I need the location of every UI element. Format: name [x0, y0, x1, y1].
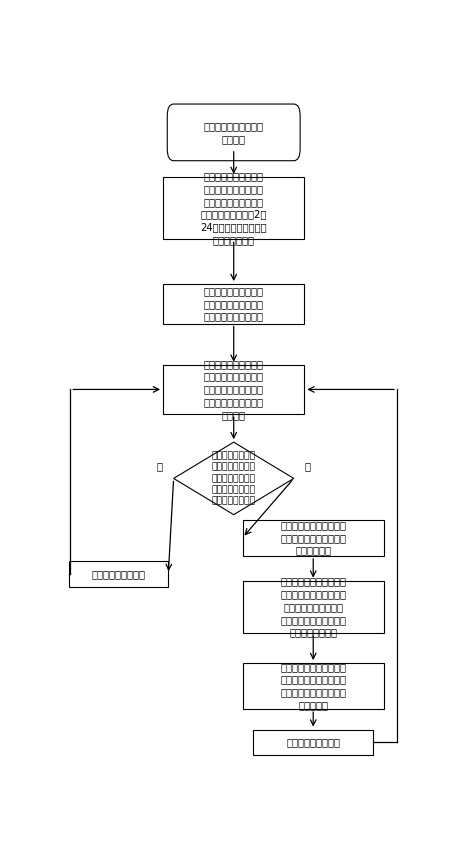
- Bar: [242, 663, 383, 709]
- Bar: [242, 520, 383, 556]
- Text: 微电网能量管理系统根据
交换功率实时修正控制策
略将控制指令下发到各单
元进行执行: 微电网能量管理系统根据 交换功率实时修正控制策 略将控制指令下发到各单 元进行执…: [280, 662, 345, 710]
- Text: 微电网能量管理系统接
收配电网下发的日前微
电网交换功率控制曲线: 微电网能量管理系统接 收配电网下发的日前微 电网交换功率控制曲线: [203, 286, 263, 322]
- Text: 根据前一天制定的
日前微电网交换功
率控制曲线，判断
当前的交换功率是
否满足调度要求？: 根据前一天制定的 日前微电网交换功 率控制曲线，判断 当前的交换功率是 否满足调…: [211, 451, 255, 506]
- Text: 根据可再生能源超短期发
电预测、微电网就地负荷
超短期预测和储能的状
况，制定微电网交换功率
实时修正控制策略: 根据可再生能源超短期发 电预测、微电网就地负荷 超短期预测和储能的状 况，制定微…: [280, 576, 345, 638]
- Text: 是: 是: [156, 461, 162, 472]
- Bar: [242, 580, 383, 633]
- Bar: [69, 561, 168, 587]
- Bar: [253, 729, 373, 755]
- Bar: [163, 284, 304, 324]
- Text: 等待本调节周期结束: 等待本调节周期结束: [286, 737, 339, 747]
- Text: 根据可再生能源日发电
预测曲线、微电网就地
负荷日预测曲线、配电
网日调度计划制定第2天
24小时的日前微电网交
换功率控制曲线: 根据可再生能源日发电 预测曲线、微电网就地 负荷日预测曲线、配电 网日调度计划制…: [200, 171, 267, 245]
- Text: 计算当前实时的交换功率
与调度值的差值，即交换
功率的调节量: 计算当前实时的交换功率 与调度值的差值，即交换 功率的调节量: [280, 520, 345, 556]
- Bar: [163, 177, 304, 240]
- FancyBboxPatch shape: [167, 104, 299, 161]
- Text: 在设定的调节周期内，
微电网能量管理系统通
过监测微电网并网点的
数据，获取当前实时的
交换功率: 在设定的调节周期内， 微电网能量管理系统通 过监测微电网并网点的 数据，获取当前…: [203, 359, 263, 420]
- Text: 否: 否: [304, 461, 310, 472]
- Bar: [163, 365, 304, 414]
- Text: 等待本调节周期结束: 等待本调节周期结束: [91, 569, 146, 579]
- Text: 微电网并网运行，运行
情况正常: 微电网并网运行，运行 情况正常: [203, 121, 263, 144]
- Polygon shape: [173, 443, 293, 514]
